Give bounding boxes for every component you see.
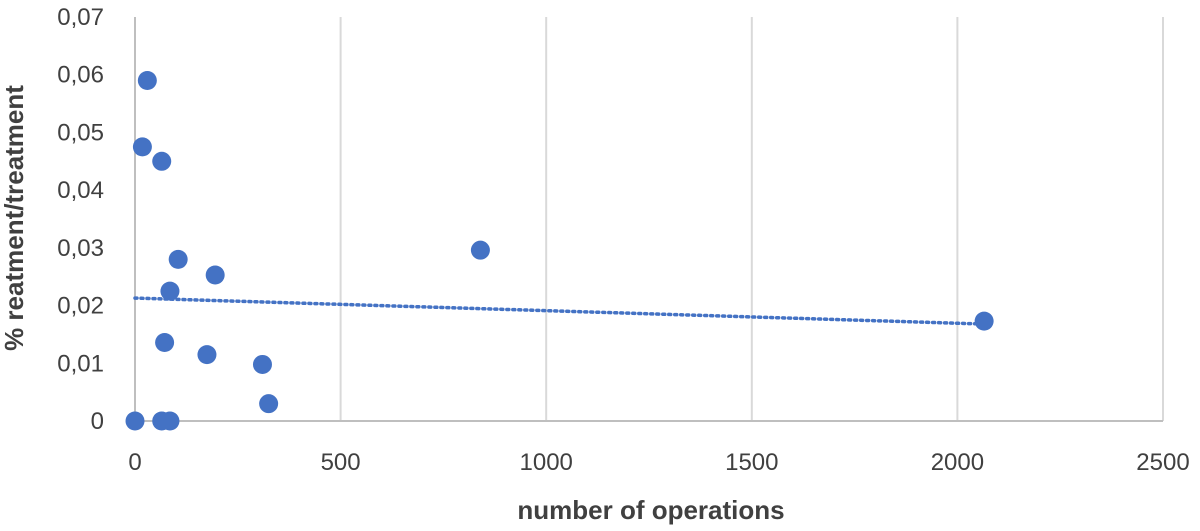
y-tick-label: 0,03 — [57, 235, 104, 262]
y-tick-label: 0,04 — [57, 177, 104, 204]
x-tick-label: 500 — [321, 449, 361, 476]
data-point — [125, 411, 145, 431]
x-tick-label: 1000 — [520, 449, 573, 476]
y-tick-label: 0,06 — [57, 62, 104, 89]
y-tick-labels: 0 0,01 0,02 0,03 0,04 0,05 0,06 0,07 — [57, 4, 104, 435]
data-point — [197, 345, 217, 365]
data-point — [259, 394, 279, 414]
x-axis-title: number of operations — [517, 495, 784, 525]
data-point — [137, 70, 157, 90]
x-tick-label: 2500 — [1136, 449, 1189, 476]
x-tick-label: 1500 — [725, 449, 778, 476]
data-points — [125, 70, 994, 431]
data-point — [160, 281, 180, 301]
x-tick-labels: 0 500 1000 1500 2000 2500 — [128, 449, 1189, 476]
data-point — [152, 151, 172, 171]
y-axis-title: % reatment/treatment — [0, 85, 29, 351]
y-tick-label: 0,02 — [57, 293, 104, 320]
data-point — [132, 137, 152, 157]
data-point — [205, 265, 225, 285]
data-point — [160, 411, 180, 431]
data-point — [974, 311, 994, 331]
data-point — [252, 354, 272, 374]
data-point — [168, 249, 188, 269]
y-tick-label: 0 — [91, 408, 104, 435]
x-tick-label: 2000 — [931, 449, 984, 476]
y-tick-label: 0,07 — [57, 4, 104, 31]
y-tick-label: 0,05 — [57, 119, 104, 146]
trendline — [133, 296, 986, 326]
trendline-group — [133, 296, 986, 326]
grid-lines — [339, 17, 1164, 421]
data-point — [155, 333, 175, 353]
axes — [134, 17, 1163, 422]
x-tick-label: 0 — [128, 449, 141, 476]
data-point — [470, 240, 490, 260]
y-tick-label: 0,01 — [57, 350, 104, 377]
